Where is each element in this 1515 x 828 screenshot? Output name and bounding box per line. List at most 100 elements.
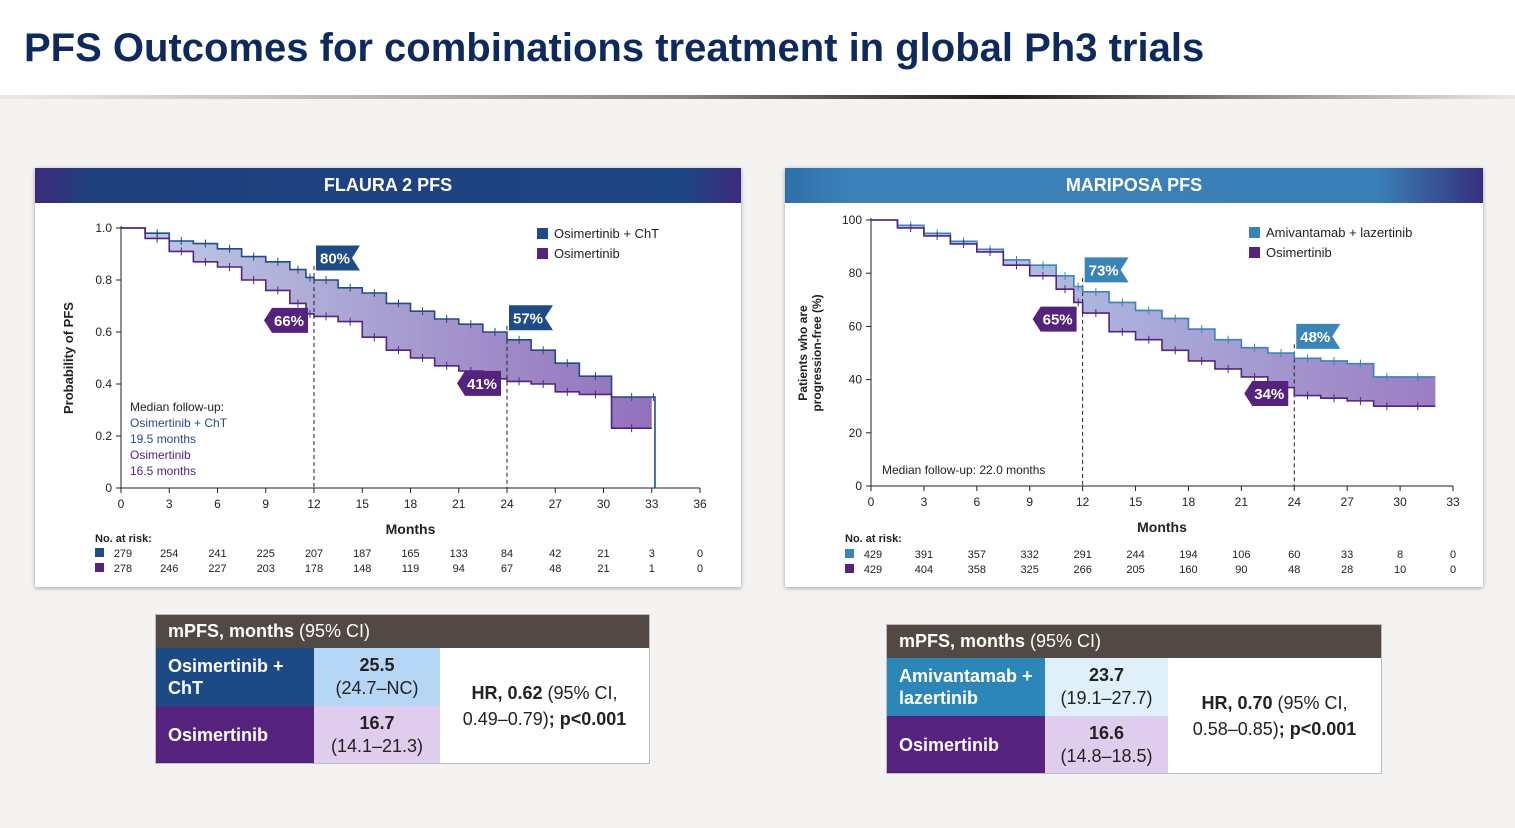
at-risk-count: 357	[968, 549, 986, 561]
at-risk-count: 148	[353, 563, 371, 575]
at-risk-count: 133	[450, 548, 468, 560]
at-risk-swatch	[845, 564, 854, 573]
y-tick-label: 40	[849, 373, 863, 387]
percent-tag-bg	[1032, 306, 1077, 332]
at-risk-count: 187	[353, 548, 371, 560]
at-risk-swatch	[95, 563, 104, 572]
median-ci: (14.1–21.3)	[330, 735, 424, 756]
median-follow-up-text: Median follow-up: 22.0 months	[882, 463, 1045, 477]
flaura2-km-plot: 00.20.40.60.81.00 3 6 9 12 15 18 21 24 27 30 33 36Mo…	[61, 221, 707, 575]
p-value: ; p<0.001	[548, 708, 627, 729]
x-tick-label: 0	[118, 497, 125, 511]
percent-tag-bg	[1084, 257, 1129, 283]
at-risk-count: 241	[208, 548, 226, 560]
at-risk-count: 404	[915, 564, 933, 576]
legend-swatch	[537, 248, 548, 259]
arm-name-osimertinib: Osimertinib	[887, 716, 1045, 773]
at-risk-count: 165	[401, 548, 419, 560]
at-risk-count: 227	[208, 563, 226, 575]
at-risk-count: 48	[1288, 564, 1300, 576]
at-risk-count: 391	[915, 549, 933, 561]
percent-tag-bg	[509, 305, 553, 331]
arm-name-osimertinib: Osimertinib	[156, 706, 314, 763]
at-risk-count: 207	[305, 548, 323, 560]
at-risk-count: 8	[1397, 549, 1403, 561]
table-header: mPFS, months (95% CI)	[887, 625, 1381, 658]
at-risk-label: No. at risk:	[95, 533, 152, 545]
x-tick-label: 12	[1076, 495, 1090, 509]
at-risk-count: 325	[1021, 564, 1039, 576]
median-follow-up-text: Median follow-up:	[130, 400, 224, 414]
x-tick-label: 15	[1129, 495, 1143, 509]
hazard-ratio: HR, 0.70	[1201, 692, 1273, 713]
at-risk-count: 0	[697, 548, 703, 560]
percent-tag-label: 65%	[1043, 312, 1073, 329]
x-tick-label: 6	[214, 497, 221, 511]
km-curve-combination	[121, 227, 656, 488]
at-risk-count: 94	[453, 563, 465, 575]
mariposa-mpfs-table: mPFS, months (95% CI) Amivantamab + laze…	[886, 624, 1382, 774]
x-tick-label: 36	[693, 497, 707, 511]
y-tick-label: 20	[849, 426, 863, 440]
median-value-cell: 25.5 (24.7–NC)	[314, 648, 440, 706]
x-tick-label: 18	[1182, 495, 1196, 509]
x-tick-label: 12	[307, 497, 321, 511]
at-risk-count: 33	[1341, 549, 1353, 561]
at-risk-count: 429	[864, 549, 882, 561]
percent-tag-bg	[264, 307, 308, 333]
percent-tag-bg	[457, 370, 501, 396]
x-tick-label: 18	[404, 497, 418, 511]
at-risk-count: 358	[968, 564, 986, 576]
at-risk-count: 266	[1073, 564, 1091, 576]
percent-tag-label: 66%	[274, 313, 304, 330]
at-risk-count: 0	[697, 563, 703, 575]
chart-title: FLAURA 2 PFS	[35, 168, 741, 203]
p-value: ; p<0.001	[1278, 718, 1357, 739]
page-title: PFS Outcomes for combinations treatment …	[24, 26, 1205, 70]
y-tick-label: 0.2	[95, 429, 112, 443]
x-axis-label: Months	[1137, 519, 1187, 535]
x-tick-label: 3	[166, 497, 173, 511]
at-risk-count: 84	[501, 548, 513, 560]
at-risk-count: 332	[1021, 549, 1039, 561]
x-tick-label: 3	[921, 495, 928, 509]
x-tick-label: 27	[1341, 495, 1355, 509]
percent-tag-label: 48%	[1300, 329, 1330, 346]
y-tick-label: 80	[849, 266, 863, 280]
at-risk-count: 178	[305, 563, 323, 575]
at-risk-count: 60	[1288, 549, 1300, 561]
slide-header: PFS Outcomes for combinations treatment …	[0, 0, 1515, 97]
median-ci: (19.1–27.7)	[1060, 688, 1153, 708]
percent-tag-label: 57%	[513, 310, 543, 327]
arm-name-osimertinib-cht: Osimertinib + ChT	[156, 648, 314, 706]
y-tick-label: 1.0	[95, 221, 112, 235]
x-tick-label: 9	[1026, 495, 1033, 509]
at-risk-count: 3	[649, 548, 655, 560]
at-risk-count: 10	[1394, 564, 1406, 576]
percent-tag-bg	[1244, 381, 1289, 407]
legend-swatch	[537, 228, 548, 239]
at-risk-count: 48	[549, 563, 561, 575]
x-tick-label: 0	[868, 495, 875, 509]
y-tick-label: 100	[842, 213, 862, 227]
at-risk-count: 246	[160, 563, 178, 575]
at-risk-count: 194	[1179, 549, 1197, 561]
y-axis-label: Probability of PFS	[61, 302, 76, 414]
legend-label: Amivantamab + lazertinib	[1266, 225, 1412, 240]
x-tick-label: 9	[262, 497, 269, 511]
percent-tag-label: 73%	[1089, 262, 1119, 279]
at-risk-count: 279	[114, 548, 132, 560]
percent-tag-label: 34%	[1254, 386, 1284, 403]
title-divider	[0, 95, 1515, 99]
legend-swatch	[1249, 227, 1260, 238]
legend-label: Osimertinib	[1266, 245, 1332, 260]
x-tick-label: 15	[356, 497, 370, 511]
at-risk-count: 1	[649, 563, 655, 575]
flaura2-mpfs-table: mPFS, months (95% CI) Osimertinib + ChT …	[155, 614, 650, 764]
at-risk-count: 254	[160, 548, 178, 560]
at-risk-count: 278	[114, 563, 132, 575]
at-risk-label: No. at risk:	[845, 533, 902, 545]
x-tick-label: 6	[973, 495, 980, 509]
legend-label: Osimertinib + ChT	[554, 226, 659, 241]
